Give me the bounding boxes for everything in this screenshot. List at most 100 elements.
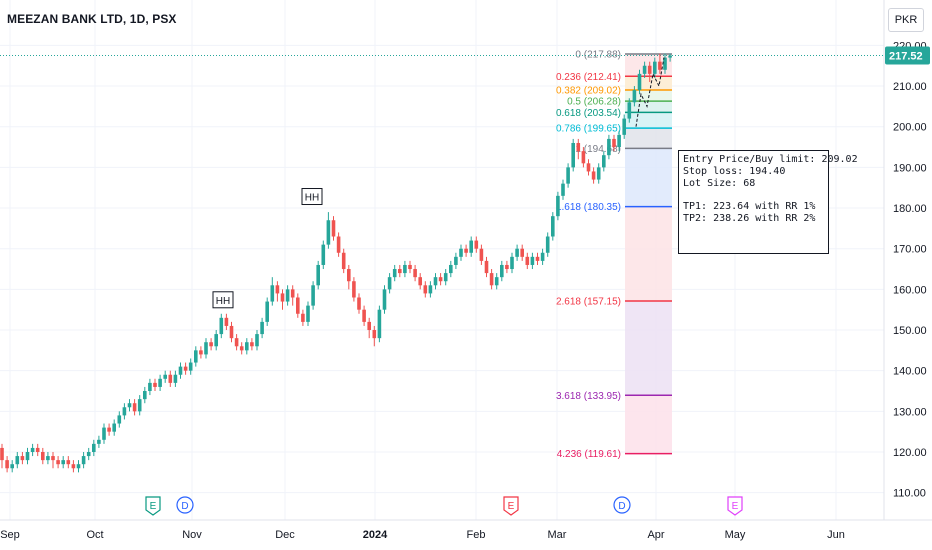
candle-body <box>494 277 499 286</box>
price-axis[interactable]: 110.00 120.00 130.00 140.00 150.00 160.00 170.… <box>883 0 930 520</box>
candle-body <box>20 456 25 461</box>
candle-body <box>423 285 428 294</box>
candle-body <box>336 236 341 253</box>
candle-body <box>245 342 249 351</box>
candle-body <box>234 338 239 347</box>
candle-body <box>398 269 402 274</box>
candle-body <box>61 460 65 465</box>
currency-button[interactable]: PKR <box>888 8 924 32</box>
candle-body <box>158 378 162 387</box>
candle-body <box>428 285 433 294</box>
candle-body <box>137 399 142 412</box>
price-tick-label: 120.00 <box>893 447 927 459</box>
candle-body <box>449 264 453 274</box>
event-marker-label: E <box>150 501 157 512</box>
candle-body <box>484 260 489 274</box>
candle-body <box>591 171 596 180</box>
candle-body <box>663 57 667 70</box>
time-tick-label: Oct <box>86 529 103 541</box>
fib-zone <box>625 148 672 207</box>
candle-body <box>622 118 626 135</box>
candle-body <box>296 297 300 314</box>
fib-zone <box>625 101 672 113</box>
fib-zone <box>625 395 672 454</box>
candle-body <box>413 269 417 278</box>
candle-body <box>250 342 254 347</box>
candle-body <box>352 281 356 298</box>
candle-body <box>525 256 530 265</box>
price-tick-label: 200.00 <box>893 122 927 134</box>
candle-body <box>102 427 106 440</box>
candle-body <box>362 309 366 322</box>
fib-label: 0.618 (203.54) <box>556 108 621 119</box>
candle-body <box>347 269 351 282</box>
candle-body <box>632 90 637 103</box>
candle-body <box>81 456 86 465</box>
time-tick-label: May <box>725 529 746 541</box>
time-axis[interactable]: Sep Oct Nov Dec 2024 Feb Mar Apr May Jun <box>0 519 932 541</box>
time-tick-label: Sep <box>0 529 20 541</box>
candle-body <box>551 216 555 237</box>
candle-body <box>311 285 315 306</box>
fib-zone <box>625 128 672 149</box>
candle-body <box>392 269 397 278</box>
candle-body <box>653 61 657 74</box>
candle-body <box>41 452 45 461</box>
candle-body <box>92 443 96 452</box>
candle-body <box>561 183 565 196</box>
candles <box>0 53 672 473</box>
candle-body <box>188 362 193 371</box>
hh-label: HH <box>216 296 230 307</box>
candle-body <box>535 256 540 261</box>
fib-zone <box>625 76 672 91</box>
candle-body <box>306 305 310 322</box>
hh-label: HH <box>305 193 319 204</box>
candle-body <box>443 273 448 282</box>
candle-body <box>596 167 601 180</box>
candle-body <box>97 439 101 444</box>
event-marker-label: D <box>181 501 188 512</box>
candle-body <box>199 350 203 355</box>
price-tick-label: 170.00 <box>893 244 927 256</box>
earnings-marker <box>727 496 743 516</box>
candle-body <box>540 252 545 261</box>
candle-body <box>168 374 173 383</box>
candle-body <box>214 334 218 347</box>
candle-body <box>153 382 157 387</box>
candle-body <box>602 155 606 168</box>
candle-body <box>122 407 127 416</box>
candle-body <box>30 447 35 452</box>
hh-box <box>301 188 323 206</box>
candle-body <box>500 264 504 278</box>
candle-body <box>173 374 178 383</box>
candle-body <box>617 134 621 148</box>
candle-body <box>275 285 280 294</box>
fib-label: 0.382 (209.02) <box>556 86 621 97</box>
candle-body <box>464 248 468 253</box>
last-price-badge <box>885 46 930 65</box>
candle-body <box>642 65 647 74</box>
annotations: HH HH <box>212 57 665 309</box>
candle-body <box>331 220 336 237</box>
candle-body <box>545 236 550 253</box>
fib-label: 1 (194.68) <box>575 144 621 155</box>
candle-body <box>581 151 586 164</box>
time-tick-label: Feb <box>467 529 486 541</box>
time-tick-label: 2024 <box>363 529 388 541</box>
candle-body <box>112 423 116 432</box>
price-tick-label: 130.00 <box>893 406 927 418</box>
candle-body <box>576 142 581 152</box>
candle-body <box>658 61 662 70</box>
candle-body <box>239 346 244 351</box>
candle-body <box>301 313 305 322</box>
candle-body <box>5 460 9 469</box>
candle-body <box>51 456 55 461</box>
time-tick-label: Nov <box>182 529 202 541</box>
candle-body <box>204 342 208 355</box>
candle-body <box>408 264 412 270</box>
candle-body <box>255 334 259 347</box>
fib-label: 2.618 (157.15) <box>556 296 621 307</box>
fib-zone <box>625 112 672 129</box>
candle-body <box>556 195 560 217</box>
